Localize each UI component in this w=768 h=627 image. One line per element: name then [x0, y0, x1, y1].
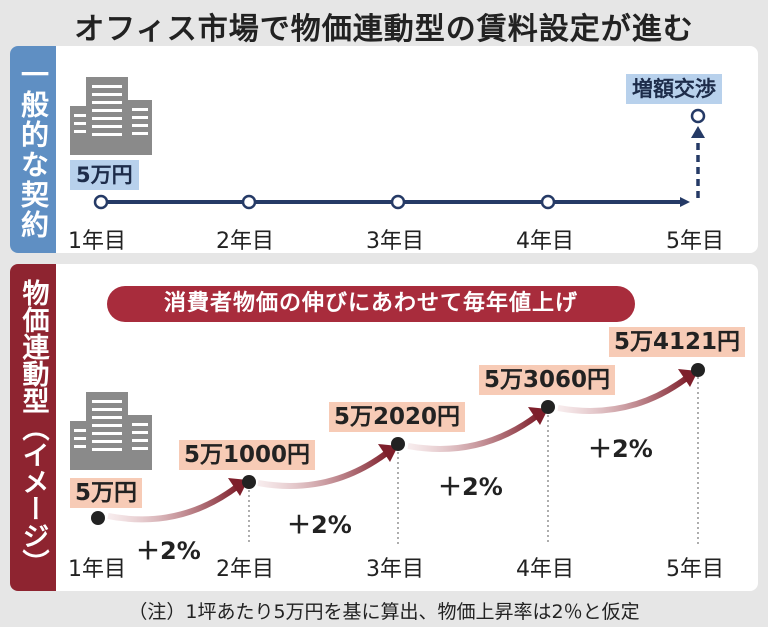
general-contract-label: 一般的な契約: [17, 59, 50, 240]
indexed-year-4: 4年目: [516, 557, 574, 582]
indexed-contract-sidebar: 物価連動型（イメージ）: [10, 264, 56, 591]
page-title: オフィス市場で物価連動型の賃料設定が進む: [74, 12, 694, 47]
indexed-price-year-2: 5万1000円: [179, 440, 316, 470]
indexed-year-1: 1年目: [68, 557, 126, 582]
indexed-year-2: 2年目: [216, 557, 274, 582]
indexed-year-5: 5年目: [666, 557, 724, 582]
indexed-banner: 消費者物価の伸びにあわせて毎年値上げ: [107, 286, 635, 322]
general-year-1: 1年目: [68, 229, 126, 254]
increase-label-3: ＋2%: [438, 473, 503, 501]
increase-label-4: ＋2%: [588, 435, 653, 463]
growth-arrows: [107, 369, 698, 523]
general-contract-sidebar: 一般的な契約: [10, 46, 56, 253]
indexed-price-year-3: 5万2020円: [329, 402, 466, 432]
indexed-contract-label: 物価連動型（イメージ）: [17, 279, 49, 576]
increase-target-marker: [690, 108, 706, 124]
indexed-price-year-1: 5万円: [70, 478, 143, 508]
year-guides: [248, 377, 699, 545]
increase-label-1: ＋2%: [136, 537, 201, 565]
price-points: [91, 363, 705, 525]
indexed-price-year-5: 5万4121円: [609, 327, 746, 357]
increase-negotiation-label: 増額交渉: [626, 74, 722, 104]
general-year-markers: [93, 194, 556, 210]
building-icon: [70, 77, 152, 155]
general-year-2: 2年目: [216, 229, 274, 254]
general-year-5: 5年目: [666, 229, 724, 254]
indexed-price-year-4: 5万3060円: [479, 365, 616, 395]
building-icon: [70, 392, 152, 470]
increase-arrow-head: [691, 126, 705, 138]
general-start-price: 5万円: [70, 160, 139, 190]
footnote: （注）1坪あたり5万円を基に算出、物価上昇率は2％と仮定: [128, 601, 640, 623]
general-year-4: 4年目: [516, 229, 574, 254]
increase-label-2: ＋2%: [287, 511, 352, 539]
general-year-3: 3年目: [366, 229, 424, 254]
indexed-year-3: 3年目: [366, 557, 424, 582]
